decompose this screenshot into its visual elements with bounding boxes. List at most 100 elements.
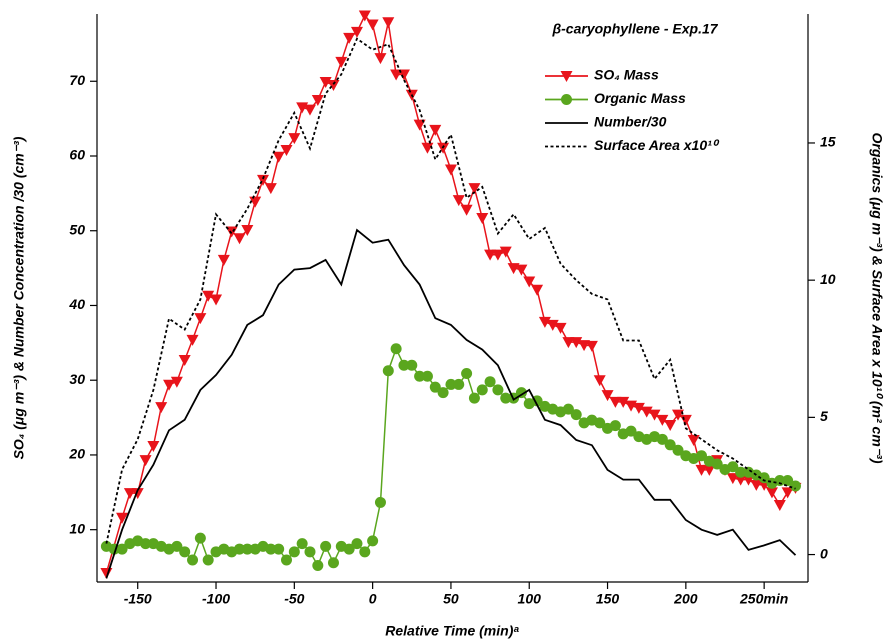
marker — [421, 370, 433, 382]
marker — [406, 359, 418, 371]
marker — [398, 359, 410, 371]
x-axis-label: Relative Time (min)ᵃ — [385, 623, 519, 639]
marker — [296, 538, 308, 550]
marker — [187, 554, 199, 566]
marker — [632, 402, 645, 414]
marker — [272, 151, 285, 163]
marker — [585, 340, 598, 352]
marker — [773, 500, 786, 512]
marker — [390, 343, 402, 355]
marker — [609, 396, 622, 408]
marker — [147, 440, 160, 452]
marker — [554, 322, 567, 334]
marker — [123, 488, 136, 500]
marker — [280, 554, 292, 566]
marker — [421, 142, 434, 154]
marker — [358, 10, 371, 22]
marker — [523, 276, 536, 288]
marker — [444, 164, 457, 176]
marker — [492, 384, 504, 396]
marker — [437, 387, 449, 399]
y-tick-label: 30 — [69, 371, 85, 387]
x-tick-label: -50 — [284, 591, 304, 607]
marker — [139, 455, 152, 467]
marker — [656, 433, 668, 445]
marker — [163, 379, 176, 391]
marker — [491, 249, 504, 261]
x-tick-label: 0 — [369, 591, 377, 607]
marker — [617, 396, 630, 408]
legend-label: Surface Area x10¹⁰ — [594, 137, 720, 153]
marker — [468, 183, 481, 195]
marker — [562, 403, 574, 415]
marker — [350, 26, 363, 38]
marker — [217, 254, 230, 266]
marker — [202, 554, 214, 566]
marker — [750, 479, 763, 491]
marker — [186, 334, 199, 346]
marker — [351, 538, 363, 550]
marker — [429, 124, 442, 136]
marker — [194, 532, 206, 544]
y-tick-label: 20 — [68, 446, 85, 462]
y-tick-label: 10 — [69, 520, 85, 536]
marker — [170, 376, 183, 388]
marker — [312, 560, 324, 572]
x-tick-label: 250min — [739, 591, 788, 607]
marker — [414, 370, 426, 382]
marker — [648, 409, 661, 421]
y2-tick-label: 5 — [820, 408, 828, 424]
marker — [280, 145, 293, 157]
marker — [476, 213, 489, 225]
marker — [303, 104, 316, 116]
marker — [304, 546, 316, 558]
y-tick-label: 50 — [69, 221, 85, 237]
marker — [765, 487, 778, 499]
marker — [233, 233, 246, 245]
marker — [265, 543, 277, 555]
marker — [311, 94, 324, 106]
marker — [679, 414, 692, 426]
marker — [374, 496, 386, 508]
marker — [461, 367, 473, 379]
y-tick-label: 70 — [69, 72, 85, 88]
marker — [484, 376, 496, 388]
marker — [116, 512, 129, 524]
marker — [366, 19, 379, 31]
marker — [468, 392, 480, 404]
marker — [687, 435, 700, 446]
marker — [241, 224, 254, 236]
legend-marker — [560, 71, 573, 82]
marker — [570, 337, 583, 349]
y-tick-label: 40 — [68, 296, 85, 312]
x-tick-label: 100 — [518, 591, 542, 607]
marker — [343, 32, 356, 44]
y-axis-label: SO₄ (μg m⁻³) & Number Concentration /30 … — [11, 136, 27, 459]
marker — [625, 425, 637, 437]
marker — [202, 290, 215, 302]
marker — [453, 378, 465, 390]
marker — [672, 444, 684, 456]
chart-title: β-caryophyllene - Exp.17 — [551, 21, 718, 37]
x-tick-label: 200 — [673, 591, 698, 607]
marker — [140, 538, 152, 550]
marker — [593, 375, 606, 387]
legend-label: SO₄ Mass — [594, 67, 659, 83]
marker — [210, 294, 223, 306]
marker — [382, 365, 394, 377]
x-tick-label: -100 — [202, 591, 230, 607]
marker — [734, 474, 747, 486]
marker — [782, 474, 794, 486]
y-tick-label: 60 — [69, 147, 85, 163]
marker — [288, 133, 301, 145]
marker — [664, 420, 677, 432]
x-tick-label: 150 — [596, 591, 620, 607]
marker — [601, 390, 614, 402]
x-tick-label: -150 — [124, 591, 152, 607]
marker — [538, 316, 551, 328]
marker — [664, 439, 676, 451]
y2-axis-label: Organics (μg m⁻³) & Surface Area x 10¹⁰ … — [869, 133, 885, 464]
marker — [562, 337, 575, 349]
marker — [711, 458, 723, 470]
